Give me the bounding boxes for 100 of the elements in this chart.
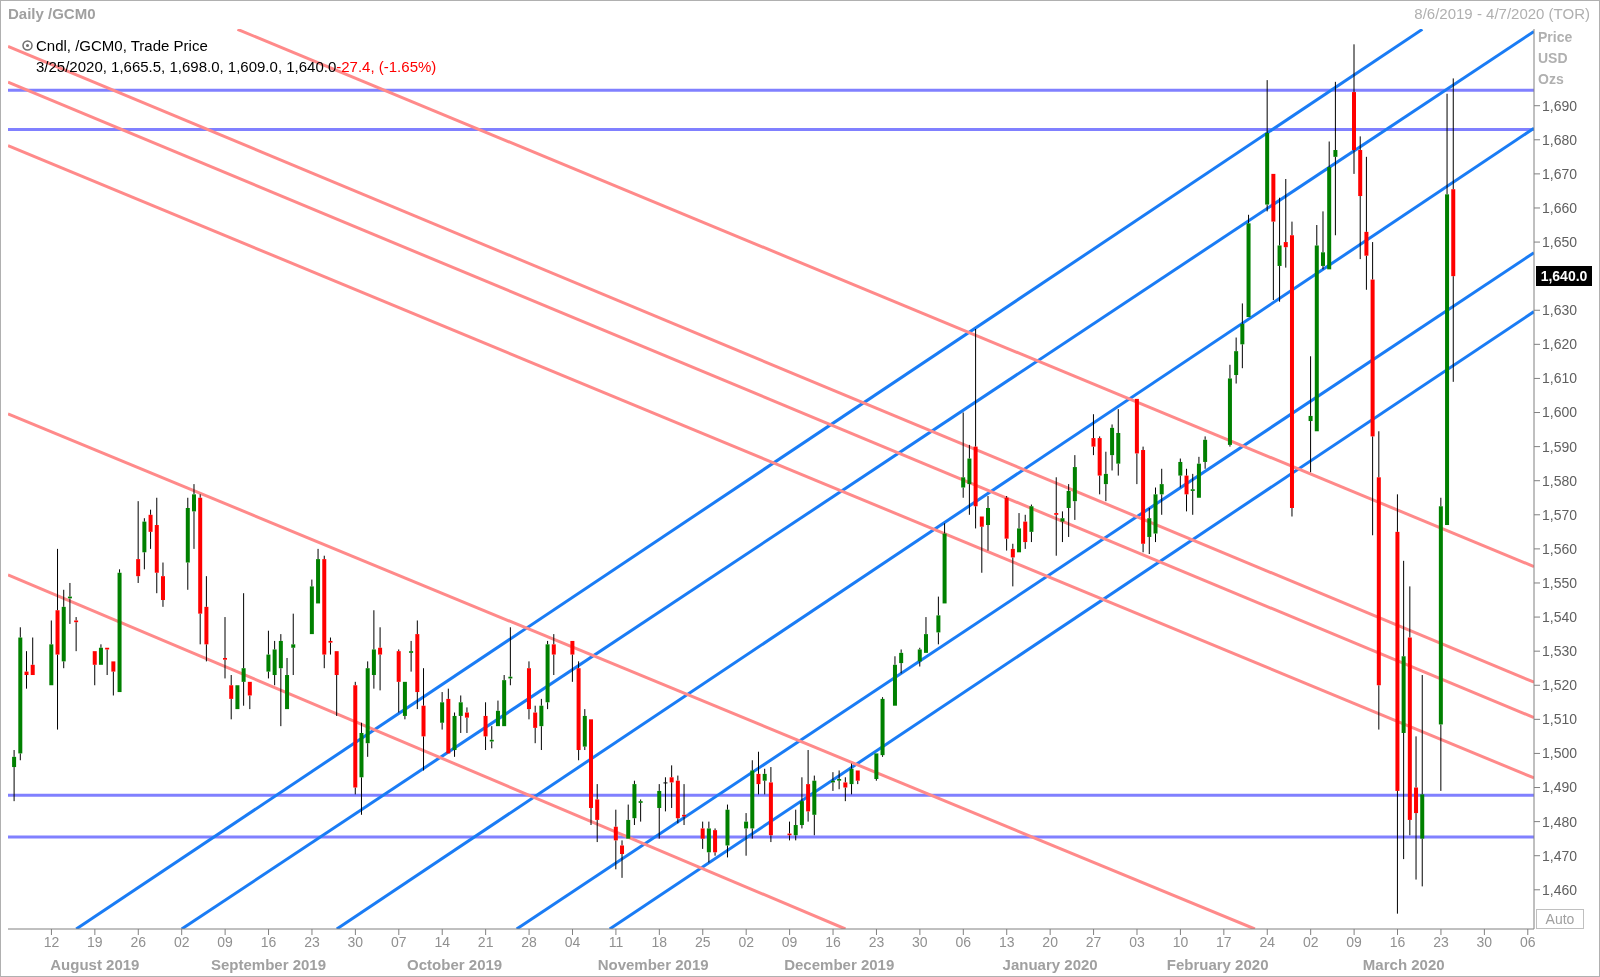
x2-tick-label: February 2020	[1166, 955, 1269, 973]
candlestick	[359, 722, 364, 816]
candlestick	[1358, 135, 1363, 260]
x-tick-label: 16	[1389, 933, 1406, 950]
candlestick	[806, 749, 811, 823]
candlestick	[1234, 337, 1239, 385]
x2-tick-label: September 2019	[211, 955, 327, 973]
candlestick	[942, 522, 947, 604]
candlestick	[762, 768, 767, 795]
candlestick	[74, 616, 79, 652]
candlestick	[49, 619, 54, 686]
candlestick	[1376, 430, 1381, 731]
x-tick-label: 10	[1172, 933, 1189, 950]
candlestick	[849, 763, 854, 795]
x-tick-label: 27	[1085, 933, 1102, 950]
chart-subtitle: 8/6/2019 - 4/7/2020 (TOR)	[1414, 5, 1590, 22]
candlestick	[154, 497, 159, 594]
x-tick-label: 11	[608, 933, 624, 950]
candlestick	[291, 613, 296, 676]
candlestick	[533, 705, 538, 744]
candlestick	[1141, 446, 1146, 553]
candlestick	[700, 821, 705, 850]
x-tick-label: 21	[477, 933, 494, 950]
candlestick	[756, 751, 761, 795]
y-tick-label: 1,650	[1542, 234, 1578, 251]
candlestick	[409, 640, 414, 673]
candlestick	[266, 630, 271, 679]
candlestick	[30, 637, 35, 676]
candlestick	[973, 328, 978, 529]
candlestick	[874, 753, 879, 782]
y-tick-label: 1,550	[1542, 574, 1578, 591]
x-tick-label: 20	[1042, 933, 1059, 950]
candlestick	[526, 660, 531, 720]
candlestick	[1203, 435, 1208, 470]
x-tick-label: 30	[1476, 933, 1493, 950]
x2-tick-label: March 2020	[1362, 955, 1445, 973]
candlestick	[1289, 221, 1294, 517]
x-tick-label: 23	[1433, 933, 1449, 950]
annotation: -27.4, (-1.65%)	[336, 58, 437, 75]
candlestick	[55, 548, 60, 731]
candlestick	[1320, 210, 1325, 270]
x-tick-label: 06	[955, 933, 972, 950]
candlestick	[967, 444, 972, 516]
candlestick	[316, 548, 321, 604]
candlestick	[663, 776, 668, 812]
candlestick	[396, 648, 401, 714]
x-tick-label: 09	[1346, 933, 1363, 950]
y-tick-label: 1,500	[1542, 745, 1578, 762]
y-tick-label: 1,690	[1542, 97, 1578, 114]
candlestick	[98, 643, 103, 665]
candlestick	[917, 647, 922, 667]
candlestick	[812, 775, 817, 836]
candlestick	[309, 579, 314, 635]
x2-tick-label: October 2019	[407, 955, 503, 973]
x-tick-label: 14	[434, 933, 451, 950]
candlestick	[1420, 674, 1425, 887]
candlestick	[483, 701, 488, 751]
candlestick	[1004, 495, 1009, 552]
x-tick-label: 07	[391, 933, 407, 950]
candlestick	[1240, 302, 1245, 369]
candlestick	[378, 626, 383, 691]
x-tick-label: 24	[1259, 933, 1276, 950]
candlestick	[936, 596, 941, 645]
candlestick	[1283, 178, 1288, 269]
candlestick	[117, 568, 122, 693]
candlestick	[880, 696, 885, 758]
candlestick	[799, 776, 804, 829]
candlestick	[192, 483, 196, 550]
x-tick-label: 02	[1302, 933, 1319, 950]
candlestick	[495, 700, 500, 727]
candlestick	[1438, 497, 1443, 792]
candlestick	[185, 497, 190, 591]
candlestick	[334, 651, 339, 717]
candlestick	[923, 616, 928, 653]
y-tick-label: 1,600	[1542, 404, 1578, 421]
candlestick	[272, 640, 277, 686]
candlestick	[1308, 355, 1313, 473]
candlestick	[1091, 413, 1096, 456]
y-tick-label: 1,480	[1542, 813, 1578, 830]
candlestick	[632, 780, 637, 826]
y-tick-label: 1,460	[1542, 881, 1578, 898]
x-tick-label: 30	[347, 933, 364, 950]
candlestick	[415, 619, 420, 710]
y-tick-label: 1,560	[1542, 540, 1578, 557]
candlestick	[1017, 512, 1022, 553]
candlestick	[148, 509, 153, 550]
candlestick	[1184, 468, 1189, 512]
candlestick	[322, 555, 327, 669]
candlestick	[1147, 507, 1152, 555]
candlestick	[1445, 93, 1450, 526]
x-tick-label: 04	[564, 933, 581, 950]
candlestick	[1072, 454, 1077, 521]
candlestick	[961, 412, 966, 499]
candlestick	[1370, 241, 1375, 536]
candlestick	[285, 657, 290, 710]
y-tick-label: 1,520	[1542, 677, 1578, 694]
candlestick	[793, 809, 798, 841]
candlestick	[223, 616, 228, 679]
candlestick	[1190, 473, 1195, 516]
annotation: 3/25/2020, 1,665.5, 1,698.0, 1,609.0, 1,640.0	[36, 58, 337, 75]
